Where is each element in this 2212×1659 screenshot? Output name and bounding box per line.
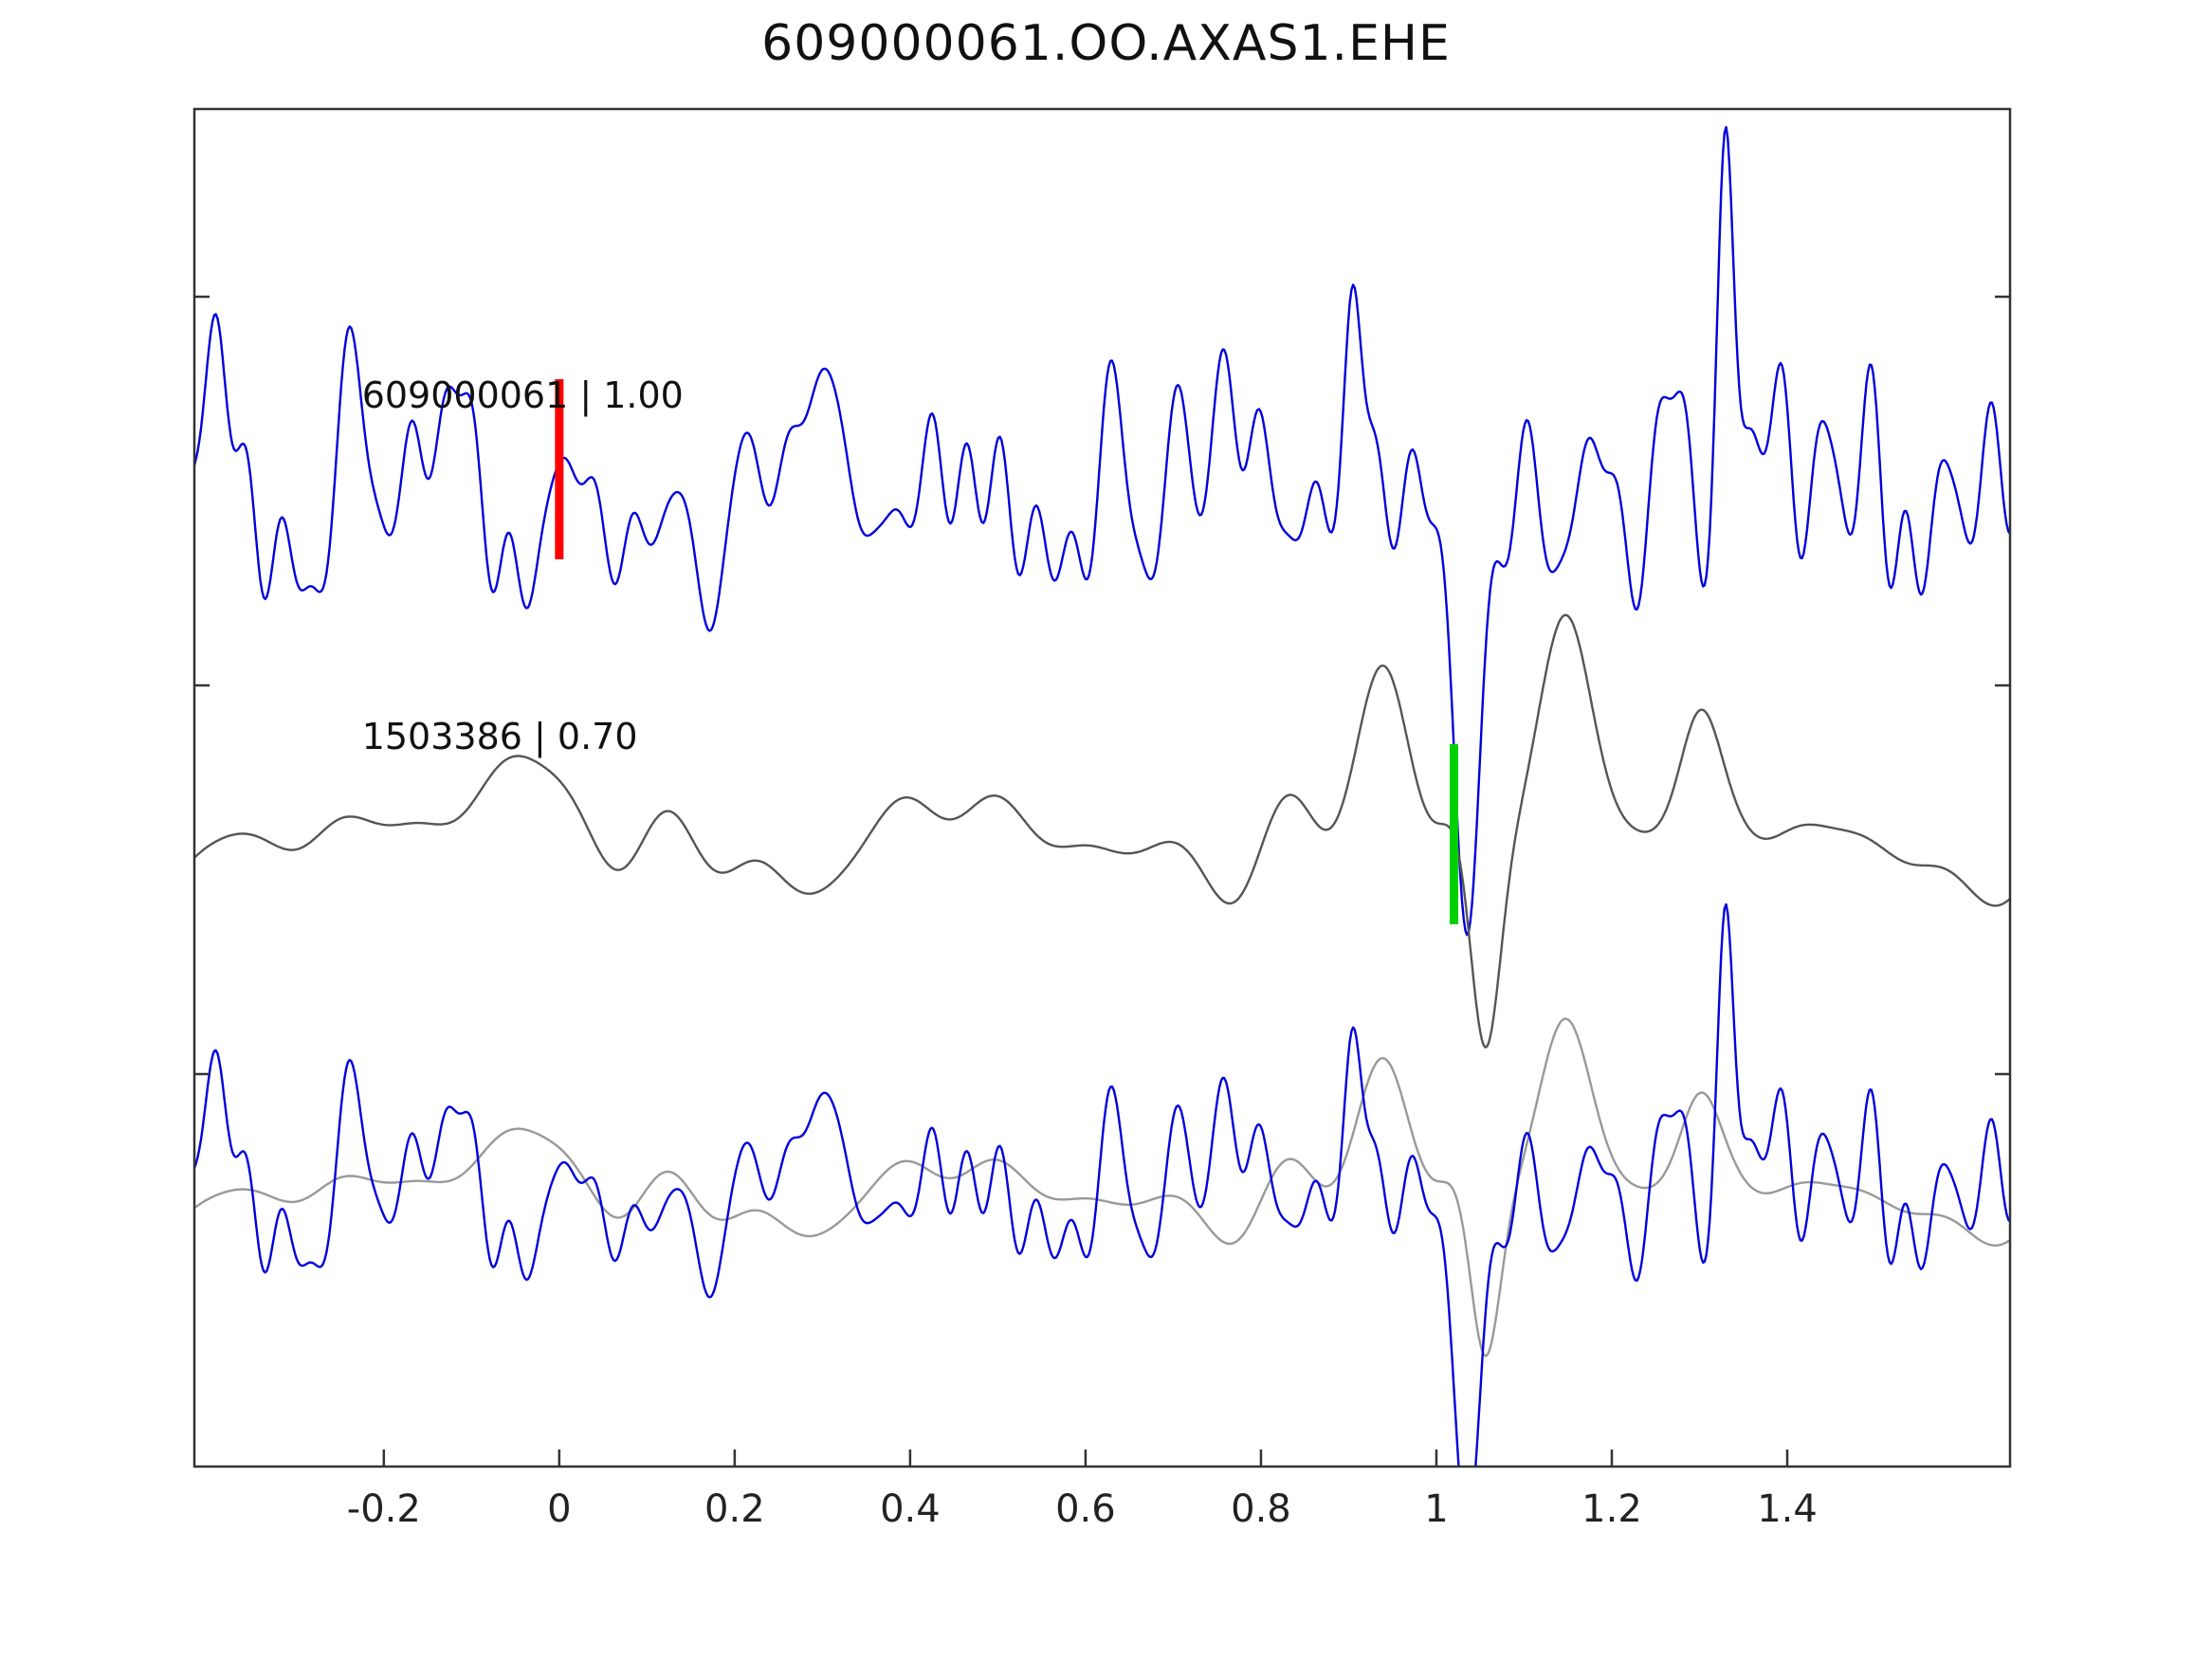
plot-frame (192, 107, 2012, 1468)
trace-template-row1 (194, 125, 2010, 937)
chart-title: 609000061.OO.AXAS1.EHE (761, 15, 1451, 72)
x-tick-label: 1.4 (1757, 1487, 1818, 1531)
template-trace-label: 609000061 | 1.00 (362, 374, 684, 417)
x-tick-label: 0.6 (1055, 1487, 1116, 1531)
x-tick-label: 0.2 (704, 1487, 765, 1531)
x-tick-label: 1.2 (1581, 1487, 1642, 1531)
trace-template-row3 (194, 902, 2010, 1467)
x-tick-label: 0 (547, 1487, 571, 1531)
candidate-trace-label: 1503386 | 0.70 (362, 716, 638, 758)
plot-content: 609000061 | 1.00 1503386 | 0.70 (194, 125, 2010, 1467)
x-tick-label: -0.2 (347, 1487, 421, 1531)
trace-candidate-row3 (194, 1017, 2010, 1358)
x-tick-label: 1 (1424, 1487, 1448, 1531)
trace-candidate-row2 (194, 613, 2010, 1048)
x-tick-label: 0.8 (1231, 1487, 1291, 1531)
x-tick-label: 0.4 (880, 1487, 941, 1531)
